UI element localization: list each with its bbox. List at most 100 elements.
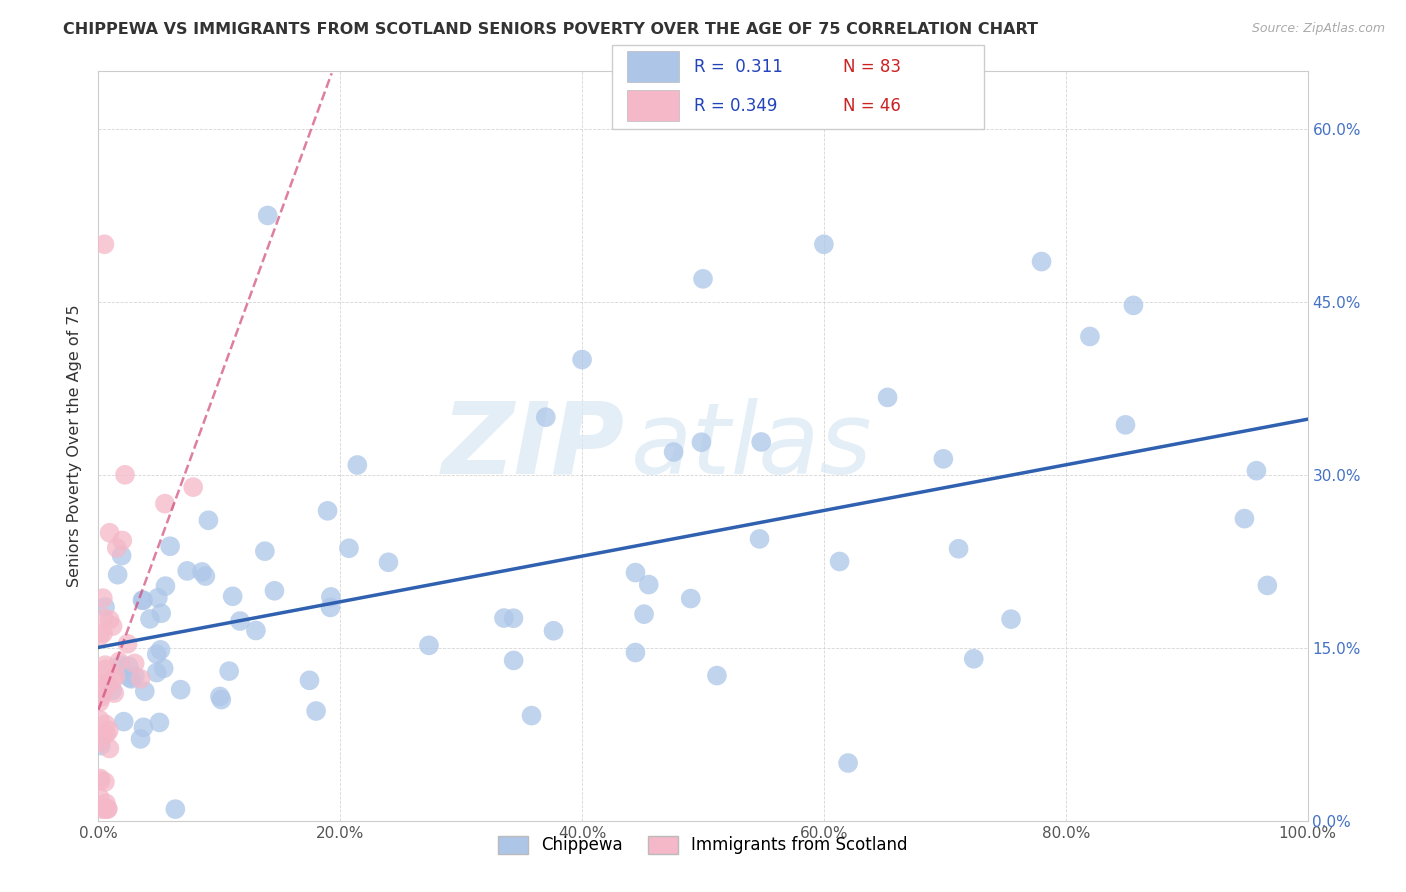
Text: R =  0.311: R = 0.311 — [693, 58, 783, 76]
Point — [624, 566, 647, 580]
Point — [191, 565, 214, 579]
Point — [89, 736, 111, 750]
Point — [1031, 254, 1053, 268]
Point — [91, 729, 114, 743]
Text: CHIPPEWA VS IMMIGRANTS FROM SCOTLAND SENIORS POVERTY OVER THE AGE OF 75 CORRELAT: CHIPPEWA VS IMMIGRANTS FROM SCOTLAND SEN… — [63, 22, 1038, 37]
Point — [337, 541, 360, 556]
Point — [679, 591, 702, 606]
Point — [90, 739, 112, 753]
Point — [571, 352, 593, 367]
Point — [305, 704, 328, 718]
Text: Source: ZipAtlas.com: Source: ZipAtlas.com — [1251, 22, 1385, 36]
Point — [111, 533, 134, 548]
Point — [706, 668, 728, 682]
Point — [169, 682, 191, 697]
Point — [89, 676, 111, 690]
Point — [1000, 612, 1022, 626]
FancyBboxPatch shape — [627, 90, 679, 120]
Point — [165, 802, 187, 816]
Point — [1114, 417, 1136, 432]
Point — [1246, 464, 1268, 478]
Point — [89, 630, 111, 644]
Point — [94, 662, 117, 676]
Point — [94, 600, 117, 615]
Point — [690, 435, 713, 450]
Point — [1078, 329, 1101, 343]
Point — [129, 731, 152, 746]
Point — [101, 683, 124, 698]
Point — [98, 525, 121, 540]
Point — [105, 541, 128, 555]
Point — [124, 657, 146, 671]
Point — [139, 612, 162, 626]
Point — [948, 541, 970, 556]
Point — [94, 796, 117, 810]
Point — [108, 655, 131, 669]
Point — [132, 593, 155, 607]
Text: R = 0.349: R = 0.349 — [693, 96, 778, 114]
Point — [748, 532, 770, 546]
Point — [316, 504, 339, 518]
Point — [91, 591, 114, 606]
Point — [146, 591, 169, 605]
Point — [229, 614, 252, 628]
Point — [110, 658, 132, 673]
Point — [97, 802, 120, 816]
Point — [263, 583, 285, 598]
Point — [90, 728, 112, 742]
Point — [114, 467, 136, 482]
Point — [90, 773, 112, 788]
Point — [1256, 578, 1278, 592]
Point — [96, 727, 118, 741]
Point — [418, 638, 440, 652]
Point — [103, 686, 125, 700]
FancyBboxPatch shape — [612, 45, 984, 129]
Text: ZIP: ZIP — [441, 398, 624, 494]
Point — [91, 626, 114, 640]
Legend: Chippewa, Immigrants from Scotland: Chippewa, Immigrants from Scotland — [492, 829, 914, 861]
Point — [209, 692, 232, 706]
Point — [94, 658, 117, 673]
Point — [93, 684, 115, 698]
Point — [90, 802, 112, 816]
Point — [89, 713, 111, 727]
Point — [346, 458, 368, 472]
Point — [876, 391, 898, 405]
Point — [118, 671, 141, 685]
Point — [1122, 298, 1144, 312]
Point — [148, 715, 170, 730]
Point — [319, 590, 342, 604]
Point — [89, 677, 111, 691]
Point — [89, 790, 111, 805]
Point — [89, 695, 111, 709]
Point — [107, 567, 129, 582]
Point — [111, 549, 134, 563]
Point — [181, 480, 204, 494]
Point — [828, 554, 851, 568]
Point — [159, 539, 181, 553]
Point — [131, 593, 153, 607]
Point — [89, 772, 111, 786]
Point — [120, 672, 142, 686]
Point — [94, 802, 117, 816]
Point — [153, 497, 176, 511]
Point — [253, 544, 276, 558]
Point — [94, 775, 117, 789]
Point — [98, 741, 121, 756]
Point — [633, 607, 655, 622]
Point — [103, 673, 125, 687]
Point — [692, 272, 714, 286]
Point — [94, 717, 117, 731]
Point — [129, 672, 152, 686]
Point — [377, 555, 399, 569]
Point — [218, 664, 240, 678]
Point — [502, 611, 524, 625]
Point — [98, 613, 121, 627]
Point — [221, 590, 243, 604]
Point — [132, 720, 155, 734]
Point — [932, 451, 955, 466]
Point — [117, 637, 139, 651]
Point — [124, 669, 146, 683]
Point — [176, 564, 198, 578]
Point — [837, 756, 859, 770]
